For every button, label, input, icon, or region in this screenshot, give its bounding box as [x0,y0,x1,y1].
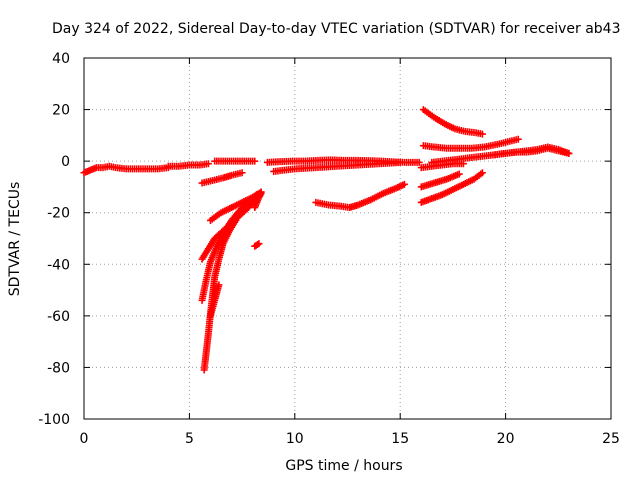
series-arc-2 [164,160,212,170]
series-arc-11 [206,281,223,320]
series-arc-12 [251,189,265,212]
series-arc-18 [417,160,467,172]
data-point [565,149,573,157]
data-point [400,180,408,188]
y-tick-label: 20 [52,103,70,119]
y-tick-label: 40 [52,51,70,67]
series-arc-19 [417,170,463,191]
x-tick-labels: 0 5 10 15 20 25 [80,431,620,447]
x-tick-label: 0 [80,431,89,447]
series-arc-1 [80,162,172,177]
grid-lines [84,58,611,419]
series-arc-16 [419,135,522,152]
series-arc-10 [200,216,240,374]
y-tick-label: -100 [38,412,70,428]
data-point [478,130,486,138]
x-axis-title: GPS time / hours [285,458,402,474]
data-point [257,189,265,197]
data-point [478,169,486,177]
y-tick-label: 0 [61,154,70,170]
data-point [255,240,263,248]
data-point [254,241,262,249]
chart-title: Day 324 of 2022, Sidereal Day-to-day VTE… [52,21,621,37]
y-tick-label: -60 [47,309,70,325]
data-point [238,169,246,177]
series-arc-20 [417,169,486,206]
y-axis-title: SDTVAR / TECUs [7,182,23,297]
x-tick-label: 20 [497,431,515,447]
series-arc-6 [198,169,246,187]
series-arc-13 [251,240,263,250]
x-tick-label: 15 [391,431,409,447]
data-points [80,106,573,374]
y-tick-label: -20 [47,206,70,222]
data-point [204,160,212,168]
plot-frame [83,57,612,420]
data-point [514,135,522,143]
data-point [396,158,404,166]
y-tick-labels: -100 -80 -60 -40 -20 0 20 40 [38,51,70,428]
data-point [459,160,467,168]
x-tick-label: 5 [185,431,194,447]
series-arc-14 [312,180,408,212]
axis-ticks [83,57,612,420]
series-arc-15 [419,106,486,138]
y-tick-label: -80 [47,360,70,376]
data-point [415,158,423,166]
data-point [232,216,240,224]
x-tick-label: 10 [286,431,304,447]
series-arc-5 [270,158,404,175]
x-tick-label: 25 [602,431,620,447]
data-point [455,170,463,178]
data-point [215,281,223,289]
y-tick-label: -40 [47,257,70,273]
series-arc-3 [211,157,259,165]
series-arc-21 [491,143,573,159]
data-point [251,157,259,165]
